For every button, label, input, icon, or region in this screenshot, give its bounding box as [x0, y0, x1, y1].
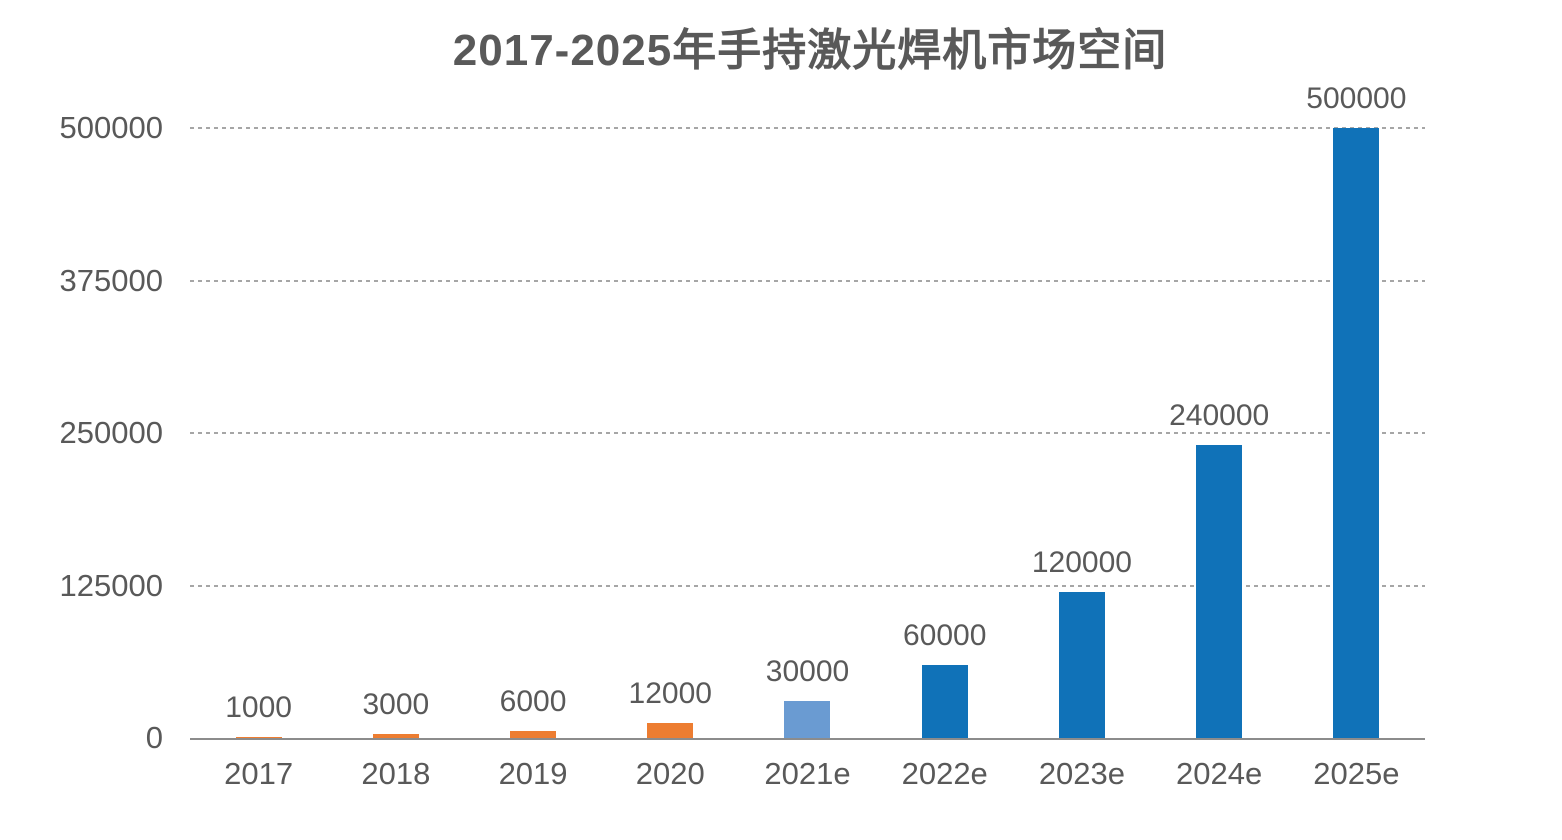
plot-area: 1000 3000 6000 12000 30000 60000 120000 240000 5… — [190, 82, 1425, 740]
y-tick-label: 0 — [145, 720, 163, 755]
y-axis: 0 125000 250000 375000 500000 — [0, 0, 163, 840]
gridline-375000 — [190, 279, 1425, 282]
bar-value-label-2024e: 240000 — [1169, 399, 1270, 433]
bar-value-label-2019: 6000 — [499, 684, 567, 718]
bar-series: 1000 3000 6000 12000 30000 60000 120000 240000 5… — [190, 82, 1425, 738]
x-tick-label-2020: 2020 — [635, 756, 705, 791]
x-tick-label-2019: 2019 — [498, 756, 568, 791]
gridline-250000 — [190, 432, 1425, 434]
x-tick-label-2018: 2018 — [361, 756, 431, 791]
bar-2017 — [235, 736, 282, 738]
bar-2019 — [510, 730, 557, 738]
bar-value-label-2018: 3000 — [362, 688, 430, 722]
x-axis: 2017 2018 2019 2020 2021e 2022e 2023e 2024e 2025… — [190, 756, 1425, 792]
bar-slot-2023e: 120000 — [1013, 128, 1150, 738]
x-tick-label-2021e: 2021e — [764, 756, 851, 791]
bar-value-label-2020: 12000 — [628, 677, 712, 711]
y-tick-label: 250000 — [59, 415, 163, 450]
bar-slot-2021e: 30000 — [739, 128, 876, 738]
x-tick-label-2024e: 2024e — [1176, 756, 1263, 791]
bar-slot-2020: 12000 — [602, 128, 739, 738]
bar-value-label-2021e: 30000 — [765, 655, 850, 689]
y-tick-label: 500000 — [59, 110, 163, 145]
x-tick-label-2017: 2017 — [224, 756, 294, 791]
bar-slot-2025e: 500000 — [1288, 82, 1425, 738]
bar-2020 — [647, 723, 694, 738]
bar-2024e — [1196, 445, 1243, 738]
x-tick-label-2023e: 2023e — [1038, 756, 1126, 791]
bar-value-label-2025e: 500000 — [1306, 82, 1407, 115]
bar-2022e — [921, 664, 968, 738]
bar-value-label-2023e: 120000 — [1031, 545, 1132, 579]
gridline-500000 — [190, 127, 1425, 129]
gridline-125000 — [190, 584, 1425, 587]
bar-2023e — [1058, 591, 1105, 738]
bar-value-label-2017: 1000 — [225, 690, 292, 724]
bar-slot-2017: 1000 — [190, 128, 327, 738]
bar-value-label-2022e: 60000 — [902, 618, 987, 652]
chart-title: 2017-2025年手持激光焊机市场空间 — [452, 26, 1168, 75]
bar-2018 — [372, 734, 419, 738]
bar-2021e — [784, 701, 831, 738]
x-tick-label-2022e: 2022e — [901, 756, 988, 791]
x-tick-label-2025e: 2025e — [1313, 756, 1400, 791]
bar-slot-2024e: 240000 — [1151, 128, 1288, 738]
bar-2025e — [1333, 128, 1380, 738]
x-axis-line — [190, 738, 1425, 740]
y-tick-label: 375000 — [59, 262, 163, 298]
bar-slot-2019: 6000 — [464, 128, 601, 738]
bar-slot-2018: 3000 — [327, 128, 464, 738]
bar-slot-2022e: 60000 — [876, 128, 1013, 738]
y-tick-label: 125000 — [59, 567, 163, 603]
